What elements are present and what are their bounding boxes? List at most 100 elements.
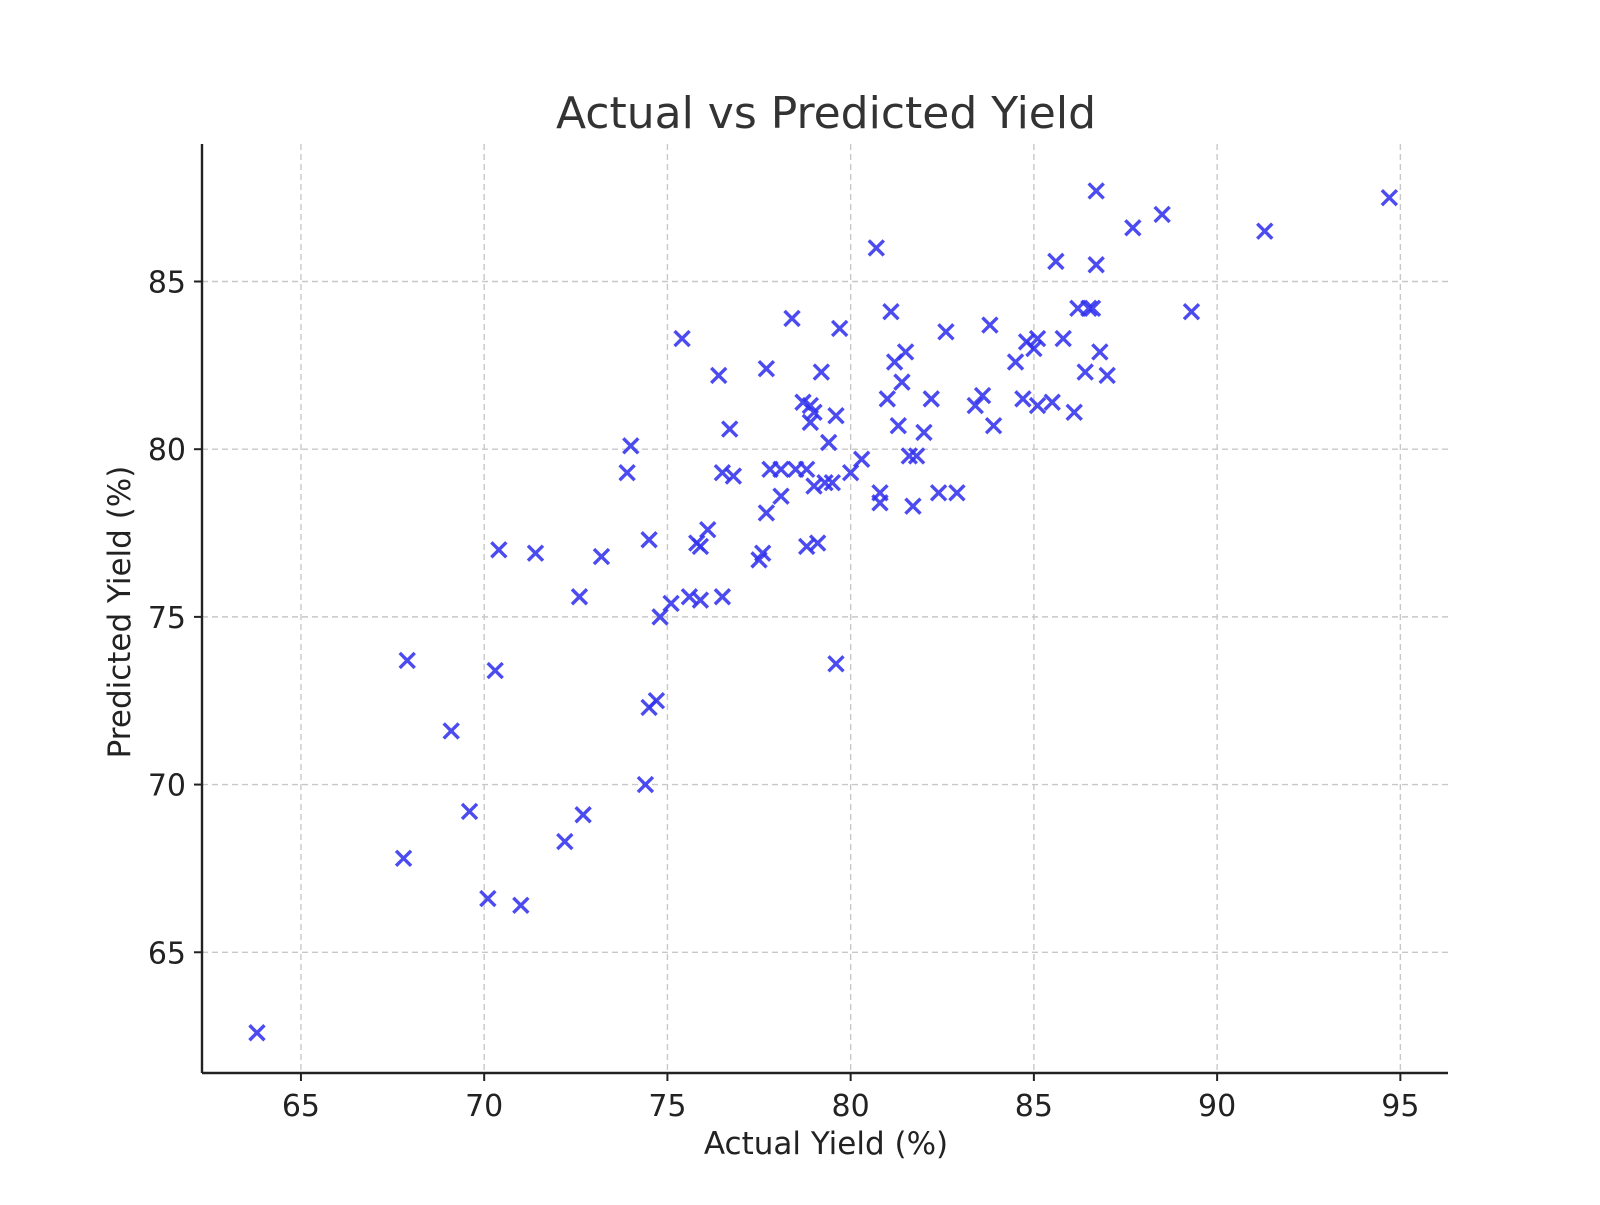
data-point [893,373,911,391]
data-point [1028,329,1047,348]
y-axis-label: Predicted Yield (%) [102,466,138,759]
data-point [915,423,933,442]
marker-layer [248,182,1399,1042]
y-tick-label: 65 [148,936,186,971]
data-point [618,463,636,482]
data-point [640,531,658,549]
data-point [984,417,1003,435]
x-axis-label: Actual Yield (%) [704,1126,948,1162]
data-point [757,360,776,378]
data-point [830,319,849,338]
axis-layer [200,144,1448,1075]
data-point [651,608,669,626]
data-point [636,775,655,794]
data-point [724,467,743,485]
data-point [904,497,922,515]
data-point [878,390,897,408]
data-point [673,329,691,348]
data-point [1025,339,1043,358]
data-point [966,396,984,415]
data-point [797,460,816,479]
data-point [1380,188,1399,207]
x-tick-label: 90 [1198,1089,1236,1124]
data-point [1014,390,1032,408]
data-point [248,1024,266,1042]
data-point [1256,222,1274,240]
data-point [622,437,640,455]
data-point [460,802,479,821]
data-point [592,547,611,566]
data-point [574,806,592,824]
x-tick-label: 70 [465,1089,503,1124]
data-point [819,433,838,452]
data-point [1098,366,1116,385]
y-tick-label: 75 [148,601,186,636]
data-point [1153,205,1171,224]
data-point [889,417,907,435]
data-point [827,655,845,673]
data-point [662,594,680,613]
data-point [1076,363,1094,381]
chart-title: Actual vs Predicted Yield [556,88,1096,139]
data-point [871,494,889,512]
data-point [1006,353,1025,371]
data-point [1043,393,1061,411]
data-point [721,420,739,438]
y-tick-label: 80 [148,433,186,468]
data-point [1124,219,1142,237]
data-point [1182,302,1201,321]
data-point [783,309,801,328]
y-tick-label: 85 [148,266,186,301]
data-point [929,484,948,502]
data-point [808,534,827,552]
data-point [867,239,886,257]
data-point [801,413,820,432]
data-point [713,588,732,606]
data-point [922,390,940,408]
data-point [896,343,915,361]
data-point [699,520,717,539]
data-point [526,544,545,562]
data-point [1091,343,1109,361]
data-point [805,403,823,422]
data-point [394,849,413,868]
data-point [852,450,871,468]
data-point [479,889,497,908]
data-point [823,474,842,492]
x-tick-label: 95 [1381,1089,1419,1124]
data-point [973,386,992,405]
data-point [1054,329,1072,348]
grid-layer [202,144,1448,1073]
data-point [512,896,530,915]
data-point [570,588,589,606]
data-point [1087,182,1105,200]
data-point [981,316,999,334]
data-point [841,463,860,482]
x-tick-label: 65 [282,1089,320,1124]
y-tick-label: 70 [148,769,186,804]
data-point [816,474,834,492]
data-point [757,504,776,522]
data-point [948,484,966,502]
data-point [1083,299,1102,318]
data-point [1087,256,1105,274]
data-point [490,541,508,559]
data-point [753,544,772,562]
x-tick-label: 80 [832,1089,870,1124]
tick-layer: 65 70 75 80 85 90 95 65 70 75 80 85 [148,266,1420,1124]
data-point [772,460,790,479]
data-point [1028,396,1047,415]
x-tick-label: 85 [1015,1089,1053,1124]
data-point [1080,299,1098,318]
data-point [691,537,710,556]
x-tick-label: 75 [648,1089,686,1124]
data-point [398,651,416,670]
data-point [882,302,900,321]
data-point [556,832,574,851]
data-point [900,447,918,465]
data-point [486,661,504,680]
data-point [710,366,728,385]
data-point [647,692,666,710]
